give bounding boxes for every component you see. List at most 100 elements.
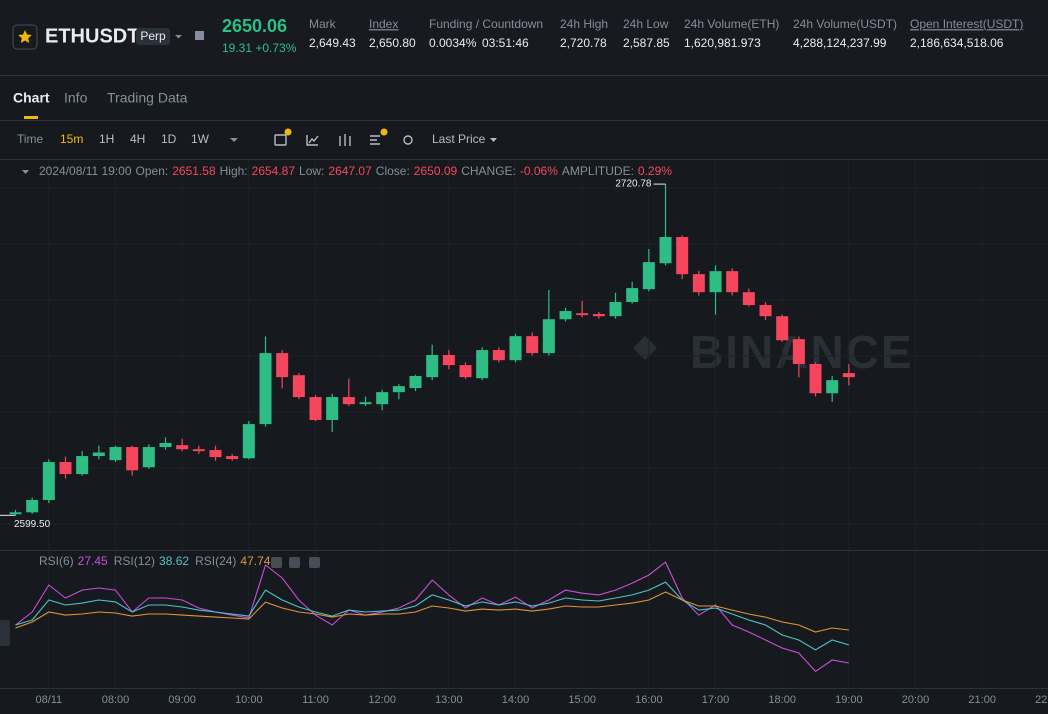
x-tick-label: 08/11 <box>35 694 62 706</box>
caret[interactable] <box>230 138 238 142</box>
x-tick-label: 21:00 <box>968 694 996 706</box>
price-change: 19.31 +0.73% <box>222 41 297 55</box>
stat-label: 24h Volume(USDT) <box>793 17 897 31</box>
stat-label: Mark <box>309 17 337 31</box>
candle-body <box>809 364 822 394</box>
x-tick-label: 11:00 <box>302 694 329 706</box>
candle-body <box>309 397 322 420</box>
info-value: 2654.87 <box>252 164 296 178</box>
info-label: Close: <box>376 164 410 178</box>
interval[interactable]: 1H <box>99 132 114 146</box>
candle-body <box>392 386 405 393</box>
tab[interactable]: Chart <box>13 90 50 106</box>
candle-body <box>242 424 255 459</box>
candle-body <box>776 316 789 341</box>
symbol[interactable]: ETHUSDT <box>45 25 139 47</box>
info-value: 0.29% <box>638 164 672 178</box>
tab[interactable]: Info <box>64 90 88 106</box>
candle-body <box>359 402 372 405</box>
candle-body <box>826 380 839 394</box>
candle-body <box>842 373 855 378</box>
candle-body <box>676 237 689 275</box>
info-label: Open: <box>136 164 169 178</box>
interval[interactable]: 1D <box>161 132 177 146</box>
interval[interactable]: Time <box>17 132 44 146</box>
badge-bg <box>136 28 170 45</box>
interval[interactable]: 1W <box>191 132 210 146</box>
stat-value: 2,186,634,518.06 <box>910 36 1004 50</box>
x-tick-label: 14:00 <box>502 694 530 706</box>
candle-body <box>426 355 439 378</box>
stat-label: 24h Volume(ETH) <box>684 17 779 31</box>
legend-value: 47.74 <box>240 554 270 568</box>
candle-body <box>792 339 805 365</box>
candle-body <box>476 350 489 379</box>
candle-body <box>109 447 122 461</box>
x-tick-label: 09:00 <box>168 694 196 706</box>
candle-body <box>592 314 605 317</box>
candle-body <box>276 353 289 378</box>
candle-body <box>742 292 755 306</box>
interval[interactable]: 4H <box>130 132 145 146</box>
candle-body <box>59 462 72 475</box>
candle-body <box>42 462 55 501</box>
x-tick-label: 12:00 <box>368 694 396 706</box>
info-value: 2647.07 <box>328 164 372 178</box>
candle-body <box>442 355 455 366</box>
candle-body <box>9 512 22 515</box>
low-label: 2599.50 <box>14 519 51 530</box>
stat-value: 2,650.80 <box>369 36 416 50</box>
book-icon[interactable] <box>195 31 204 40</box>
candle-body <box>259 353 272 425</box>
date: 2024/08/11 19:00 <box>39 164 132 178</box>
candle-body <box>559 311 572 320</box>
info-label: High: <box>220 164 248 178</box>
candle-body <box>126 447 139 471</box>
candle-body <box>26 500 39 513</box>
candle-body <box>192 449 205 452</box>
collapse-panel[interactable] <box>0 620 10 646</box>
stat-value: 2,649.43 <box>309 36 356 50</box>
rsi-line <box>15 591 849 633</box>
candle-body <box>142 447 155 468</box>
caret[interactable] <box>490 138 497 142</box>
x-tick-label: 18:00 <box>768 694 796 706</box>
candle-body <box>176 445 189 450</box>
stat-value: 4,288,124,237.99 <box>793 36 887 50</box>
stat-label: Index <box>369 17 398 31</box>
star-icon <box>18 30 32 43</box>
candle-body <box>759 305 772 317</box>
legend-name: RSI(24) <box>195 554 236 568</box>
stat-label: 24h Low <box>623 17 669 31</box>
favorite-button[interactable] <box>12 24 38 50</box>
info-value: 2651.58 <box>172 164 216 178</box>
legend-value: 38.62 <box>159 554 189 568</box>
x-tick-label: 19:00 <box>835 694 863 706</box>
info-label: CHANGE: <box>461 164 516 178</box>
stat-value: 2,720.78 <box>560 36 607 50</box>
candle-body <box>709 271 722 293</box>
price-type[interactable]: Last Price <box>432 132 486 146</box>
candle-body <box>692 274 705 293</box>
toolbar-icons[interactable] <box>274 128 413 147</box>
candle-body <box>726 271 739 293</box>
stat-label: Funding / Countdown <box>429 17 543 31</box>
caret[interactable] <box>175 35 182 39</box>
info-value: -0.06% <box>520 164 558 178</box>
candle-body <box>609 302 622 317</box>
candle-body <box>626 288 639 303</box>
interval[interactable]: 15m <box>60 132 83 146</box>
candle-body <box>76 456 89 475</box>
candle-body <box>409 376 422 389</box>
legend-value: 27.45 <box>78 554 108 568</box>
x-tick-label: 20:00 <box>902 694 930 706</box>
candle-body <box>226 456 239 460</box>
candle-body <box>326 397 339 420</box>
info-label: Low: <box>299 164 324 178</box>
rsi-line <box>15 581 850 651</box>
candle-body <box>376 392 389 405</box>
indicator-icons[interactable] <box>271 557 320 568</box>
tab[interactable]: Trading Data <box>107 90 188 106</box>
stat-label: Open Interest(USDT) <box>910 17 1023 31</box>
collapse[interactable] <box>22 170 29 174</box>
